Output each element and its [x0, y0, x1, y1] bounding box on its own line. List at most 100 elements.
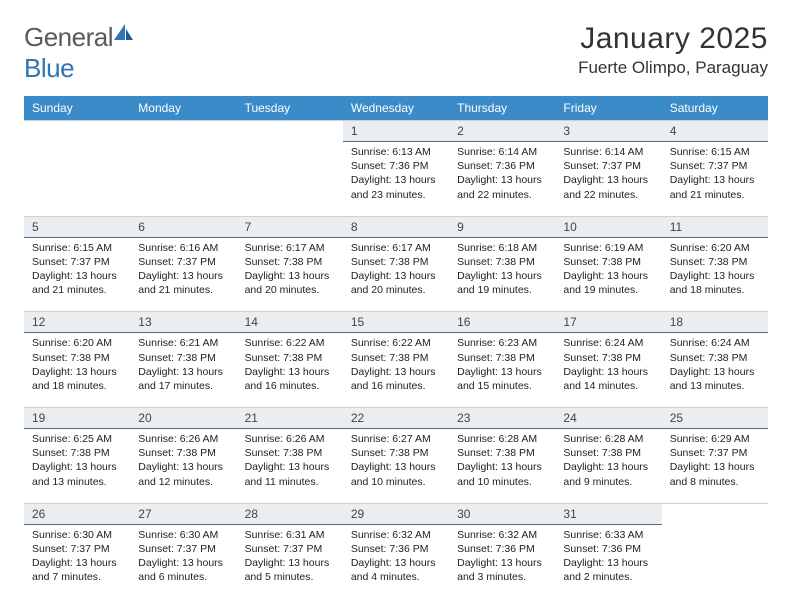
day-detail-cell: Sunrise: 6:22 AMSunset: 7:38 PMDaylight:… — [343, 333, 449, 403]
day-number: 25 — [662, 408, 768, 428]
day-detail-cell: Sunrise: 6:29 AMSunset: 7:37 PMDaylight:… — [662, 429, 768, 499]
day-detail: Sunrise: 6:25 AMSunset: 7:38 PMDaylight:… — [32, 432, 122, 489]
day-detail-cell: Sunrise: 6:33 AMSunset: 7:36 PMDaylight:… — [555, 525, 661, 595]
day-number-cell: 16 — [449, 311, 555, 333]
day-detail-cell: Sunrise: 6:15 AMSunset: 7:37 PMDaylight:… — [662, 142, 768, 212]
day-number-cell: 12 — [24, 311, 130, 333]
day-detail-cell: Sunrise: 6:27 AMSunset: 7:38 PMDaylight:… — [343, 429, 449, 499]
day-detail-cell: Sunrise: 6:15 AMSunset: 7:37 PMDaylight:… — [24, 238, 130, 308]
day-detail: Sunrise: 6:32 AMSunset: 7:36 PMDaylight:… — [457, 528, 547, 585]
day-number-cell: 1 — [343, 120, 449, 142]
detail-row: Sunrise: 6:15 AMSunset: 7:37 PMDaylight:… — [24, 238, 768, 308]
day-number-cell: 25 — [662, 407, 768, 429]
day-detail: Sunrise: 6:29 AMSunset: 7:37 PMDaylight:… — [670, 432, 760, 489]
day-detail: Sunrise: 6:16 AMSunset: 7:37 PMDaylight:… — [138, 241, 228, 298]
day-number: 31 — [555, 504, 661, 524]
day-detail: Sunrise: 6:19 AMSunset: 7:38 PMDaylight:… — [563, 241, 653, 298]
day-number-cell: 22 — [343, 407, 449, 429]
day-number: 20 — [130, 408, 236, 428]
logo-text-gray: General — [24, 22, 113, 52]
day-detail-cell: Sunrise: 6:18 AMSunset: 7:38 PMDaylight:… — [449, 238, 555, 308]
detail-row: Sunrise: 6:20 AMSunset: 7:38 PMDaylight:… — [24, 333, 768, 403]
day-number-cell: 5 — [24, 216, 130, 238]
day-number: 2 — [449, 121, 555, 141]
day-detail-cell: Sunrise: 6:20 AMSunset: 7:38 PMDaylight:… — [24, 333, 130, 403]
day-detail: Sunrise: 6:17 AMSunset: 7:38 PMDaylight:… — [351, 241, 441, 298]
weekday-header: Wednesday — [343, 96, 449, 120]
day-number: 27 — [130, 504, 236, 524]
day-detail-cell: Sunrise: 6:24 AMSunset: 7:38 PMDaylight:… — [555, 333, 661, 403]
day-number: 4 — [662, 121, 768, 141]
day-number-cell: 7 — [237, 216, 343, 238]
logo-text: GeneralBlue — [24, 22, 135, 84]
day-detail-cell: Sunrise: 6:21 AMSunset: 7:38 PMDaylight:… — [130, 333, 236, 403]
day-number: 7 — [237, 217, 343, 237]
day-number: 23 — [449, 408, 555, 428]
day-number-cell: 17 — [555, 311, 661, 333]
day-number-cell: 9 — [449, 216, 555, 238]
logo: GeneralBlue — [24, 22, 135, 84]
day-detail-cell: Sunrise: 6:30 AMSunset: 7:37 PMDaylight:… — [130, 525, 236, 595]
day-detail: Sunrise: 6:15 AMSunset: 7:37 PMDaylight:… — [32, 241, 122, 298]
daynum-row: 262728293031 — [24, 503, 768, 525]
day-detail-cell: Sunrise: 6:26 AMSunset: 7:38 PMDaylight:… — [130, 429, 236, 499]
weekday-header: Tuesday — [237, 96, 343, 120]
day-detail: Sunrise: 6:14 AMSunset: 7:37 PMDaylight:… — [563, 145, 653, 202]
day-detail-cell: Sunrise: 6:24 AMSunset: 7:38 PMDaylight:… — [662, 333, 768, 403]
day-number: 15 — [343, 312, 449, 332]
day-number: 8 — [343, 217, 449, 237]
day-detail: Sunrise: 6:15 AMSunset: 7:37 PMDaylight:… — [670, 145, 760, 202]
day-number: 16 — [449, 312, 555, 332]
empty-cell — [662, 503, 768, 525]
daynum-row: 567891011 — [24, 216, 768, 238]
day-number: 9 — [449, 217, 555, 237]
month-title: January 2025 — [578, 22, 768, 56]
day-detail: Sunrise: 6:14 AMSunset: 7:36 PMDaylight:… — [457, 145, 547, 202]
day-number: 30 — [449, 504, 555, 524]
day-detail-cell: Sunrise: 6:17 AMSunset: 7:38 PMDaylight:… — [343, 238, 449, 308]
day-number: 11 — [662, 217, 768, 237]
day-number-cell: 26 — [24, 503, 130, 525]
day-detail-cell: Sunrise: 6:23 AMSunset: 7:38 PMDaylight:… — [449, 333, 555, 403]
day-number-cell: 6 — [130, 216, 236, 238]
day-detail-cell: Sunrise: 6:14 AMSunset: 7:37 PMDaylight:… — [555, 142, 661, 212]
day-detail: Sunrise: 6:26 AMSunset: 7:38 PMDaylight:… — [245, 432, 335, 489]
day-detail: Sunrise: 6:26 AMSunset: 7:38 PMDaylight:… — [138, 432, 228, 489]
day-detail-cell: Sunrise: 6:32 AMSunset: 7:36 PMDaylight:… — [343, 525, 449, 595]
day-number-cell: 8 — [343, 216, 449, 238]
empty-cell — [24, 142, 130, 212]
day-number: 17 — [555, 312, 661, 332]
empty-cell — [237, 142, 343, 212]
daynum-row: 19202122232425 — [24, 407, 768, 429]
detail-row: Sunrise: 6:25 AMSunset: 7:38 PMDaylight:… — [24, 429, 768, 499]
day-number: 24 — [555, 408, 661, 428]
day-detail-cell: Sunrise: 6:28 AMSunset: 7:38 PMDaylight:… — [555, 429, 661, 499]
day-number: 21 — [237, 408, 343, 428]
day-detail-cell: Sunrise: 6:20 AMSunset: 7:38 PMDaylight:… — [662, 238, 768, 308]
day-detail-cell: Sunrise: 6:30 AMSunset: 7:37 PMDaylight:… — [24, 525, 130, 595]
day-number-cell: 31 — [555, 503, 661, 525]
day-number-cell: 2 — [449, 120, 555, 142]
location: Fuerte Olimpo, Paraguay — [578, 58, 768, 78]
weekday-header: Monday — [130, 96, 236, 120]
weekday-header: Friday — [555, 96, 661, 120]
day-detail: Sunrise: 6:28 AMSunset: 7:38 PMDaylight:… — [457, 432, 547, 489]
day-detail: Sunrise: 6:32 AMSunset: 7:36 PMDaylight:… — [351, 528, 441, 585]
day-detail: Sunrise: 6:17 AMSunset: 7:38 PMDaylight:… — [245, 241, 335, 298]
day-number-cell: 3 — [555, 120, 661, 142]
header: GeneralBlue January 2025 Fuerte Olimpo, … — [24, 22, 768, 84]
day-number-cell: 28 — [237, 503, 343, 525]
day-detail-cell: Sunrise: 6:13 AMSunset: 7:36 PMDaylight:… — [343, 142, 449, 212]
day-detail-cell: Sunrise: 6:32 AMSunset: 7:36 PMDaylight:… — [449, 525, 555, 595]
day-number: 29 — [343, 504, 449, 524]
day-detail: Sunrise: 6:13 AMSunset: 7:36 PMDaylight:… — [351, 145, 441, 202]
day-number-cell: 27 — [130, 503, 236, 525]
day-detail-cell: Sunrise: 6:25 AMSunset: 7:38 PMDaylight:… — [24, 429, 130, 499]
day-number-cell: 18 — [662, 311, 768, 333]
day-number: 14 — [237, 312, 343, 332]
day-detail: Sunrise: 6:18 AMSunset: 7:38 PMDaylight:… — [457, 241, 547, 298]
empty-cell — [24, 120, 130, 142]
day-detail-cell: Sunrise: 6:17 AMSunset: 7:38 PMDaylight:… — [237, 238, 343, 308]
day-detail: Sunrise: 6:20 AMSunset: 7:38 PMDaylight:… — [670, 241, 760, 298]
logo-sail-icon — [113, 18, 135, 48]
